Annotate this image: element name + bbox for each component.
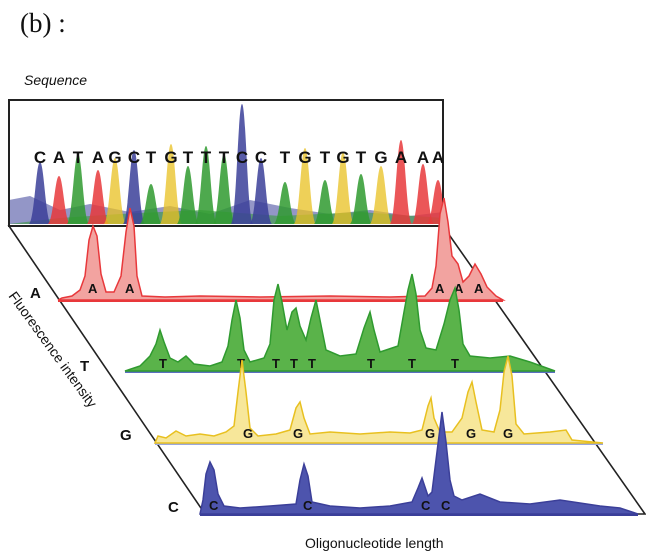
peak-label-A: A bbox=[474, 281, 484, 296]
trace-A bbox=[57, 197, 506, 301]
sequence-letter: G bbox=[108, 148, 121, 167]
sequence-trace bbox=[9, 104, 443, 224]
peak-label-C: C bbox=[303, 498, 313, 513]
sequence-letter: A bbox=[395, 148, 407, 167]
sequence-peak-T bbox=[213, 154, 235, 224]
perspective-frame bbox=[7, 225, 646, 515]
sequence-letter: G bbox=[164, 148, 177, 167]
peak-label-A: A bbox=[435, 281, 445, 296]
sequence-letter: T bbox=[219, 148, 230, 167]
sequence-letter: C bbox=[255, 148, 267, 167]
sequence-letter: G bbox=[298, 148, 311, 167]
peak-label-A: A bbox=[88, 281, 98, 296]
sequence-peak-G bbox=[160, 144, 182, 224]
sequence-peak-A bbox=[48, 176, 70, 224]
sequence-letter: A bbox=[92, 148, 104, 167]
sequence-letter: A bbox=[53, 148, 65, 167]
sequence-peak-G bbox=[104, 158, 126, 224]
sequence-letter: C bbox=[236, 148, 248, 167]
figure-label: (b) : bbox=[20, 8, 66, 38]
trace-C bbox=[199, 411, 639, 515]
peak-label-G: G bbox=[425, 426, 435, 441]
sequence-letter: A bbox=[417, 148, 429, 167]
sequence-peak-T bbox=[274, 182, 296, 224]
sequence-peak-T bbox=[195, 146, 217, 224]
peak-label-T: T bbox=[367, 356, 375, 371]
sequence-letter: T bbox=[280, 148, 291, 167]
sequence-letter: T bbox=[356, 148, 367, 167]
trace-G bbox=[153, 355, 604, 444]
sequence-letter: C bbox=[128, 148, 140, 167]
sequence-letter: G bbox=[374, 148, 387, 167]
peak-label-T: T bbox=[408, 356, 416, 371]
peak-label-C: C bbox=[209, 498, 219, 513]
peak-label-C: C bbox=[441, 498, 451, 513]
sequence-peak-T bbox=[314, 180, 336, 224]
sequence-peak-T bbox=[67, 154, 89, 224]
row-label-C: C bbox=[168, 499, 179, 516]
sequence-letter: C bbox=[34, 148, 46, 167]
peak-label-G: G bbox=[503, 426, 513, 441]
row-label-G: G bbox=[120, 427, 132, 444]
row-label-T: T bbox=[80, 358, 89, 375]
sequence-peak-C bbox=[231, 104, 253, 224]
row-C: C C C C C bbox=[168, 411, 639, 516]
row-G: G G G G G G bbox=[120, 355, 604, 445]
sequence-letter: A bbox=[432, 148, 444, 167]
peak-label-A: A bbox=[125, 281, 135, 296]
sequence-letter: T bbox=[320, 148, 331, 167]
sequence-peak-A bbox=[390, 140, 412, 224]
sequence-letter: T bbox=[183, 148, 194, 167]
sequence-peak-G bbox=[294, 148, 316, 224]
peak-label-T: T bbox=[290, 356, 298, 371]
row-label-A: A bbox=[30, 285, 41, 302]
sequence-peak-G bbox=[332, 152, 354, 224]
sequence-letter: T bbox=[201, 148, 212, 167]
peak-label-T: T bbox=[159, 356, 167, 371]
y-axis-label: Fluorescence intensity bbox=[6, 288, 101, 410]
sequence-letter: T bbox=[73, 148, 84, 167]
sequence-letter: G bbox=[336, 148, 349, 167]
sequence-peak-T bbox=[177, 166, 199, 224]
sequence-peak-A bbox=[87, 170, 109, 224]
sequence-peak-A bbox=[427, 180, 443, 224]
peak-label-C: C bbox=[421, 498, 431, 513]
sequence-peak-C bbox=[250, 158, 272, 224]
sequence-peak-G bbox=[370, 166, 392, 224]
x-axis-label: Oligonucleotide length bbox=[305, 535, 444, 551]
peak-label-G: G bbox=[293, 426, 303, 441]
row-T: T T T T T T T T T bbox=[80, 273, 556, 375]
sequence-letter: T bbox=[146, 148, 157, 167]
peak-label-T: T bbox=[272, 356, 280, 371]
peak-label-A: A bbox=[454, 281, 464, 296]
sequence-peak-C bbox=[123, 150, 145, 224]
sequence-peak-T bbox=[140, 184, 162, 224]
sequence-title: Sequence bbox=[24, 72, 87, 88]
peak-label-G: G bbox=[243, 426, 253, 441]
peak-label-G: G bbox=[466, 426, 476, 441]
peak-label-T: T bbox=[308, 356, 316, 371]
sequence-peak-T bbox=[350, 174, 372, 224]
sequence-peak-C bbox=[29, 162, 51, 224]
sequence-peak-A bbox=[412, 164, 434, 224]
peak-label-T: T bbox=[451, 356, 459, 371]
trace-T bbox=[124, 273, 556, 372]
